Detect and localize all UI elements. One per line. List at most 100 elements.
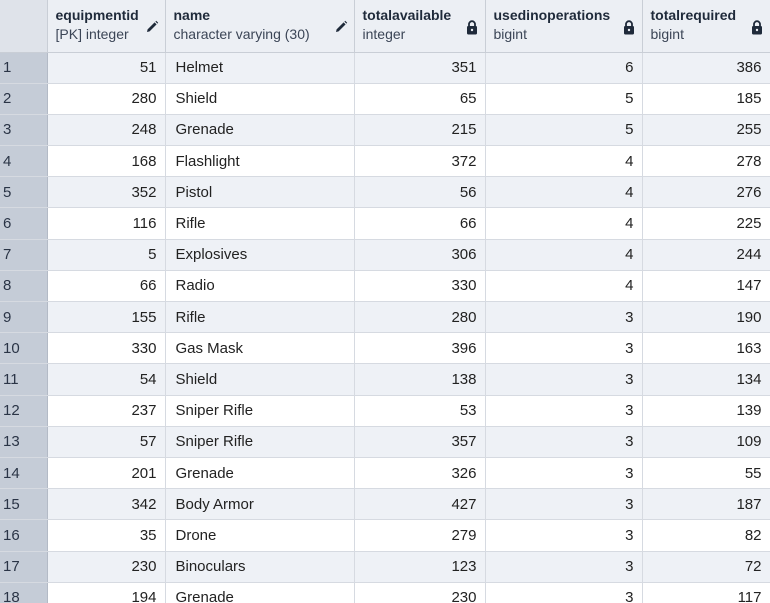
cell-totalavailable[interactable]: 123 xyxy=(354,551,486,583)
table-row[interactable]: 9 155 Rifle 280 3 190 xyxy=(0,301,770,334)
table-row[interactable]: 7 5 Explosives 306 4 244 xyxy=(0,239,770,271)
cell-name[interactable]: Explosives xyxy=(165,239,355,271)
cell-totalavailable[interactable]: 279 xyxy=(354,519,486,552)
row-number[interactable]: 14 xyxy=(0,457,48,490)
cell-totalrequired[interactable]: 278 xyxy=(642,145,770,178)
row-number[interactable]: 13 xyxy=(0,426,48,458)
cell-totalavailable[interactable]: 330 xyxy=(354,270,486,303)
cell-totalrequired[interactable]: 187 xyxy=(642,488,770,521)
cell-totalrequired[interactable]: 139 xyxy=(642,395,770,427)
row-number[interactable]: 1 xyxy=(0,52,48,84)
cell-totalrequired[interactable]: 185 xyxy=(642,83,770,115)
row-number[interactable]: 12 xyxy=(0,395,48,427)
cell-totalrequired[interactable]: 255 xyxy=(642,114,770,147)
cell-totalavailable[interactable]: 56 xyxy=(354,176,486,209)
table-row[interactable]: 13 57 Sniper Rifle 357 3 109 xyxy=(0,426,770,458)
table-row[interactable]: 17 230 Binoculars 123 3 72 xyxy=(0,551,770,583)
cell-equipmentid[interactable]: 5 xyxy=(47,239,166,271)
cell-equipmentid[interactable]: 116 xyxy=(47,207,166,240)
cell-name[interactable]: Flashlight xyxy=(165,145,355,178)
cell-totalavailable[interactable]: 230 xyxy=(354,582,486,603)
row-number[interactable]: 10 xyxy=(0,332,48,365)
cell-totalrequired[interactable]: 109 xyxy=(642,426,770,458)
cell-equipmentid[interactable]: 66 xyxy=(47,270,166,303)
column-header-totalavailable[interactable]: totalavailable integer xyxy=(354,0,486,53)
cell-totalrequired[interactable]: 225 xyxy=(642,207,770,240)
cell-totalrequired[interactable]: 244 xyxy=(642,239,770,271)
cell-usedinoperations[interactable]: 4 xyxy=(485,176,643,209)
cell-usedinoperations[interactable]: 3 xyxy=(485,457,643,490)
cell-usedinoperations[interactable]: 3 xyxy=(485,426,643,458)
cell-name[interactable]: Rifle xyxy=(165,207,355,240)
cell-usedinoperations[interactable]: 4 xyxy=(485,270,643,303)
table-row[interactable]: 10 330 Gas Mask 396 3 163 xyxy=(0,332,770,365)
row-number[interactable]: 15 xyxy=(0,488,48,521)
row-number[interactable]: 4 xyxy=(0,145,48,178)
column-header-totalrequired[interactable]: totalrequired bigint xyxy=(642,0,770,53)
cell-usedinoperations[interactable]: 3 xyxy=(485,488,643,521)
cell-totalavailable[interactable]: 326 xyxy=(354,457,486,490)
cell-name[interactable]: Helmet xyxy=(165,52,355,84)
column-header-equipmentid[interactable]: equipmentid [PK] integer xyxy=(47,0,166,53)
table-row[interactable]: 2 280 Shield 65 5 185 xyxy=(0,83,770,115)
cell-equipmentid[interactable]: 230 xyxy=(47,551,166,583)
row-number-header[interactable] xyxy=(0,0,48,53)
cell-equipmentid[interactable]: 342 xyxy=(47,488,166,521)
cell-totalavailable[interactable]: 306 xyxy=(354,239,486,271)
table-row[interactable]: 5 352 Pistol 56 4 276 xyxy=(0,176,770,209)
cell-name[interactable]: Shield xyxy=(165,363,355,396)
cell-totalavailable[interactable]: 66 xyxy=(354,207,486,240)
cell-usedinoperations[interactable]: 3 xyxy=(485,551,643,583)
row-number[interactable]: 9 xyxy=(0,301,48,334)
cell-equipmentid[interactable]: 248 xyxy=(47,114,166,147)
cell-totalavailable[interactable]: 65 xyxy=(354,83,486,115)
cell-usedinoperations[interactable]: 3 xyxy=(485,332,643,365)
cell-name[interactable]: Gas Mask xyxy=(165,332,355,365)
cell-usedinoperations[interactable]: 6 xyxy=(485,52,643,84)
cell-name[interactable]: Pistol xyxy=(165,176,355,209)
row-number[interactable]: 6 xyxy=(0,207,48,240)
cell-equipmentid[interactable]: 330 xyxy=(47,332,166,365)
table-row[interactable]: 14 201 Grenade 326 3 55 xyxy=(0,457,770,490)
table-row[interactable]: 15 342 Body Armor 427 3 187 xyxy=(0,488,770,521)
cell-usedinoperations[interactable]: 4 xyxy=(485,239,643,271)
table-row[interactable]: 4 168 Flashlight 372 4 278 xyxy=(0,145,770,178)
cell-name[interactable]: Sniper Rifle xyxy=(165,395,355,427)
table-row[interactable]: 6 116 Rifle 66 4 225 xyxy=(0,207,770,240)
column-header-name[interactable]: name character varying (30) xyxy=(165,0,355,53)
cell-name[interactable]: Radio xyxy=(165,270,355,303)
cell-totalavailable[interactable]: 215 xyxy=(354,114,486,147)
cell-equipmentid[interactable]: 201 xyxy=(47,457,166,490)
cell-usedinoperations[interactable]: 3 xyxy=(485,582,643,603)
cell-totalrequired[interactable]: 134 xyxy=(642,363,770,396)
cell-totalavailable[interactable]: 53 xyxy=(354,395,486,427)
row-number[interactable]: 5 xyxy=(0,176,48,209)
cell-name[interactable]: Body Armor xyxy=(165,488,355,521)
cell-name[interactable]: Grenade xyxy=(165,582,355,603)
cell-totalrequired[interactable]: 163 xyxy=(642,332,770,365)
cell-totalrequired[interactable]: 82 xyxy=(642,519,770,552)
row-number[interactable]: 17 xyxy=(0,551,48,583)
cell-totalrequired[interactable]: 55 xyxy=(642,457,770,490)
table-row[interactable]: 16 35 Drone 279 3 82 xyxy=(0,519,770,552)
cell-usedinoperations[interactable]: 3 xyxy=(485,395,643,427)
cell-totalavailable[interactable]: 351 xyxy=(354,52,486,84)
cell-equipmentid[interactable]: 168 xyxy=(47,145,166,178)
table-row[interactable]: 3 248 Grenade 215 5 255 xyxy=(0,114,770,147)
cell-totalavailable[interactable]: 396 xyxy=(354,332,486,365)
cell-equipmentid[interactable]: 35 xyxy=(47,519,166,552)
table-row[interactable]: 18 194 Grenade 230 3 117 xyxy=(0,582,770,603)
cell-name[interactable]: Rifle xyxy=(165,301,355,334)
cell-totalrequired[interactable]: 386 xyxy=(642,52,770,84)
cell-name[interactable]: Sniper Rifle xyxy=(165,426,355,458)
cell-totalavailable[interactable]: 427 xyxy=(354,488,486,521)
row-number[interactable]: 8 xyxy=(0,270,48,303)
cell-usedinoperations[interactable]: 3 xyxy=(485,301,643,334)
cell-equipmentid[interactable]: 155 xyxy=(47,301,166,334)
cell-usedinoperations[interactable]: 4 xyxy=(485,207,643,240)
cell-totalavailable[interactable]: 138 xyxy=(354,363,486,396)
cell-totalavailable[interactable]: 280 xyxy=(354,301,486,334)
cell-equipmentid[interactable]: 280 xyxy=(47,83,166,115)
cell-equipmentid[interactable]: 57 xyxy=(47,426,166,458)
table-row[interactable]: 8 66 Radio 330 4 147 xyxy=(0,270,770,303)
